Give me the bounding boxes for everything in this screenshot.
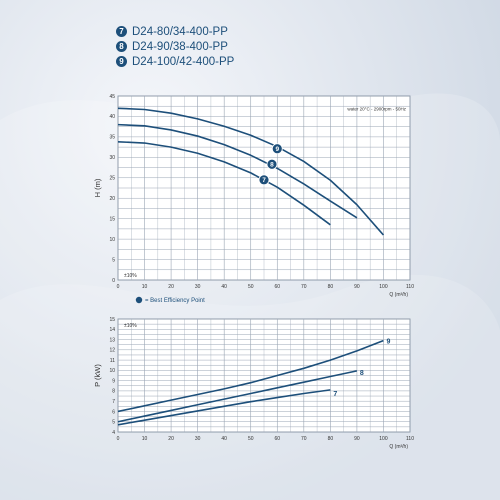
series-label-9: 9: [386, 339, 390, 346]
x-tick-label: 90: [354, 284, 360, 290]
y-tick-label: 11: [110, 358, 115, 364]
y-tick-label: 10: [109, 237, 115, 243]
bep-marker-9: [271, 143, 283, 155]
y-tick-label: 13: [109, 337, 115, 343]
power-chart: 0 10 20 30 40 50 60 70 80 90 100 110 4 5 6 7 8 9 10 11 12 13 1…: [93, 317, 414, 450]
bep-marker-7: [258, 174, 270, 186]
x-tick-label: 30: [195, 284, 201, 290]
x-tick-label: 100: [379, 436, 388, 442]
y-tick-label: 20: [109, 196, 115, 202]
y-tick-label: 5: [112, 420, 115, 426]
x-tick-label: 110: [406, 284, 414, 290]
x-tick-label: 0: [117, 436, 120, 442]
tolerance-label: ±10%: [124, 273, 137, 279]
x-tick-label: 10: [142, 436, 148, 442]
y-tick-label: 10: [109, 368, 115, 374]
bep-legend-text: = Best Efficiency Point: [145, 298, 205, 304]
legend-item: 7 D24-80/34-400-PP: [116, 24, 234, 39]
y-tick-label: 9: [112, 378, 115, 384]
x-tick-label: 10: [142, 284, 148, 290]
model-name: D24-90/38-400-PP: [132, 40, 228, 53]
y-tick-label: 40: [109, 114, 115, 120]
y-tick-label: 35: [109, 135, 115, 141]
bep-marker-8: [266, 158, 278, 170]
x-tick-label: 100: [379, 284, 388, 290]
x-tick-label: 80: [328, 436, 334, 442]
x-tick-label: 40: [221, 436, 227, 442]
curve-9: [117, 339, 384, 413]
model-name: D24-80/34-400-PP: [132, 25, 228, 38]
x-tick-label: 60: [274, 436, 280, 442]
x-tick-label: 50: [248, 284, 254, 290]
y-tick-label: 14: [109, 327, 115, 333]
x-tick-label: 70: [301, 284, 307, 290]
bep-marker-label: 9: [275, 146, 279, 153]
x-tick-label: 30: [195, 436, 201, 442]
series-label-7: 7: [333, 391, 337, 398]
y-tick-label: 7: [112, 399, 115, 405]
y-tick-label: 8: [112, 389, 115, 395]
model-badge: 9: [116, 56, 127, 67]
curve-9: [117, 107, 385, 236]
x-tick-label: 80: [328, 284, 334, 290]
y-tick-label: 15: [109, 317, 115, 323]
x-tick-label: 50: [248, 436, 254, 442]
y-tick-label: 25: [109, 176, 115, 182]
bep-marker-label: 7: [262, 177, 266, 184]
y-axis-label: P (kW): [93, 364, 102, 387]
x-tick-label: 20: [168, 436, 174, 442]
x-tick-label: 40: [221, 284, 227, 290]
x-axis-label: Q (m³/h): [389, 444, 408, 450]
y-tick-label: 4: [112, 430, 115, 436]
legend-item: 8 D24-90/38-400-PP: [116, 39, 234, 54]
x-tick-label: 110: [406, 436, 414, 442]
y-tick-label: 6: [112, 409, 115, 415]
y-tick-label: 5: [112, 257, 115, 263]
y-tick-label: 12: [109, 348, 115, 354]
y-tick-label: 30: [109, 155, 115, 161]
model-name: D24-100/42-400-PP: [132, 55, 235, 68]
x-tick-label: 60: [274, 284, 280, 290]
x-tick-label: 0: [117, 284, 120, 290]
curve-7: [117, 389, 331, 426]
bep-legend-marker: [135, 296, 143, 304]
curve-8: [117, 123, 358, 219]
head-chart: 0 10 20 30 40 50 60 70 80 90 100 110 0 5 10 15 20 25 30 35 4…: [93, 94, 414, 304]
model-badge: 7: [116, 26, 127, 37]
curve-7: [117, 141, 331, 226]
x-tick-label: 70: [301, 436, 307, 442]
model-badge: 8: [116, 41, 127, 52]
x-tick-label: 20: [168, 284, 174, 290]
model-legend: 7 D24-80/34-400-PP 8 D24-90/38-400-PP 9 …: [116, 24, 234, 69]
y-tick-label: 0: [112, 278, 115, 284]
x-axis-label: Q (m³/h): [389, 292, 408, 298]
y-tick-label: 15: [109, 216, 115, 222]
series-label-8: 8: [360, 370, 364, 377]
conditions-note: water 20°C - 2900rpm - 50Hz: [347, 106, 406, 111]
curve-8: [117, 370, 358, 423]
tolerance-label: ±10%: [124, 323, 137, 329]
y-tick-label: 45: [109, 94, 115, 100]
bep-marker-label: 8: [270, 162, 274, 169]
y-axis-label: H (m): [93, 178, 102, 197]
x-tick-label: 90: [354, 436, 360, 442]
legend-item: 9 D24-100/42-400-PP: [116, 54, 234, 69]
